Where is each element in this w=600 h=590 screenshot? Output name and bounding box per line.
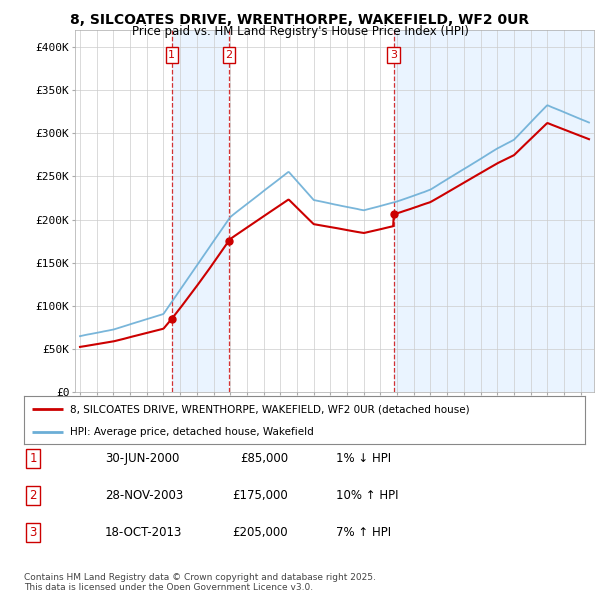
Text: Price paid vs. HM Land Registry's House Price Index (HPI): Price paid vs. HM Land Registry's House … bbox=[131, 25, 469, 38]
Text: £205,000: £205,000 bbox=[232, 526, 288, 539]
Text: 30-JUN-2000: 30-JUN-2000 bbox=[105, 452, 179, 465]
Text: 1: 1 bbox=[29, 452, 37, 465]
Text: 3: 3 bbox=[390, 50, 397, 60]
Text: £85,000: £85,000 bbox=[240, 452, 288, 465]
Text: 1% ↓ HPI: 1% ↓ HPI bbox=[336, 452, 391, 465]
Text: 8, SILCOATES DRIVE, WRENTHORPE, WAKEFIELD, WF2 0UR: 8, SILCOATES DRIVE, WRENTHORPE, WAKEFIEL… bbox=[70, 13, 530, 27]
Text: 18-OCT-2013: 18-OCT-2013 bbox=[105, 526, 182, 539]
Text: 28-NOV-2003: 28-NOV-2003 bbox=[105, 489, 183, 502]
Text: £175,000: £175,000 bbox=[232, 489, 288, 502]
Text: 8, SILCOATES DRIVE, WRENTHORPE, WAKEFIELD, WF2 0UR (detached house): 8, SILCOATES DRIVE, WRENTHORPE, WAKEFIEL… bbox=[70, 404, 470, 414]
Text: This data is licensed under the Open Government Licence v3.0.: This data is licensed under the Open Gov… bbox=[24, 583, 313, 590]
Text: 3: 3 bbox=[29, 526, 37, 539]
Text: HPI: Average price, detached house, Wakefield: HPI: Average price, detached house, Wake… bbox=[70, 427, 314, 437]
Text: 10% ↑ HPI: 10% ↑ HPI bbox=[336, 489, 398, 502]
Bar bbox=[394, 30, 594, 392]
Text: 7% ↑ HPI: 7% ↑ HPI bbox=[336, 526, 391, 539]
Text: 2: 2 bbox=[226, 50, 232, 60]
Text: 2: 2 bbox=[29, 489, 37, 502]
Text: Contains HM Land Registry data © Crown copyright and database right 2025.: Contains HM Land Registry data © Crown c… bbox=[24, 573, 376, 582]
Bar bbox=[172, 30, 229, 392]
Text: 1: 1 bbox=[168, 50, 175, 60]
